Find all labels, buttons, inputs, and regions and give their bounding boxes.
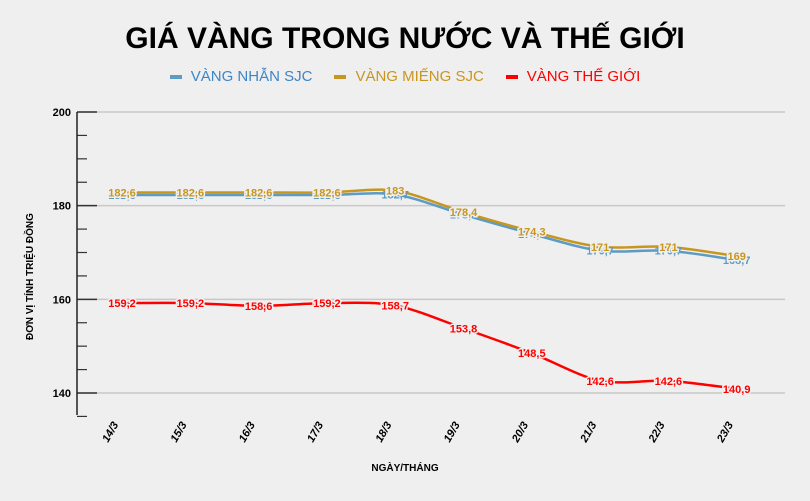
y-tick-label: 160 — [53, 294, 71, 306]
data-label: 148,5 — [518, 348, 546, 360]
x-axis-label: NGÀY/THÁNG — [371, 463, 439, 474]
data-label: 171 — [659, 242, 677, 254]
data-label: 159,2 — [177, 298, 205, 310]
data-label: 158,6 — [245, 301, 273, 313]
data-label: 140,9 — [723, 384, 751, 396]
legend-item-vang-mieng-sjc: VÀNG MIẾNG SJC — [334, 68, 484, 85]
data-label: 182,6 — [313, 190, 341, 202]
data-label: 171 — [591, 242, 609, 254]
data-label: 178,4 — [450, 210, 478, 222]
data-label: 178,4 — [450, 207, 478, 219]
data-label: 182,6 — [108, 190, 136, 202]
legend-label: VÀNG THẾ GIỚI — [526, 68, 641, 85]
x-tick-label: 16/3 — [237, 420, 258, 445]
data-label: 168,7 — [723, 255, 751, 267]
x-tick-label: 14/3 — [100, 420, 121, 445]
x-tick-label: 20/3 — [510, 420, 532, 445]
series-line — [121, 188, 737, 258]
data-label: 174,3 — [518, 226, 546, 238]
x-tick-label: 15/3 — [169, 420, 190, 445]
data-label: 182,6 — [313, 187, 341, 199]
legend-swatch-icon — [334, 74, 347, 79]
data-label: 158,7 — [381, 300, 409, 312]
x-tick-label: 18/3 — [373, 420, 394, 445]
data-label: 170,7 — [655, 246, 683, 258]
legend-item-vang-nhan-sjc: VÀNG NHẪN SJC — [169, 68, 313, 85]
data-label: 183 — [386, 186, 404, 198]
data-label: 182,7 — [381, 190, 409, 202]
data-label: 174,3 — [518, 229, 546, 241]
legend-item-vang-the-gioi: VÀNG THẾ GIỚI — [505, 68, 641, 85]
legend-swatch-icon — [169, 74, 182, 79]
legend-label: VÀNG MIẾNG SJC — [355, 68, 484, 85]
data-label: 159,2 — [313, 298, 341, 310]
y-tick-label: 200 — [53, 107, 71, 119]
series-line — [121, 192, 737, 262]
data-label: 182,6 — [177, 187, 205, 199]
legend-swatch-icon — [505, 74, 518, 79]
y-tick-label: 180 — [53, 201, 71, 213]
x-tick-label: 21/3 — [578, 420, 600, 445]
data-label: 170,7 — [586, 246, 614, 258]
x-tick-label: 23/3 — [714, 420, 736, 445]
data-label: 142,6 — [586, 376, 614, 388]
series-line — [121, 301, 737, 391]
data-label: 182,6 — [177, 190, 205, 202]
x-tick-label: 17/3 — [305, 420, 326, 445]
x-tick-label: 22/3 — [646, 420, 668, 445]
x-tick-label: 19/3 — [442, 420, 463, 445]
data-label: 182,6 — [108, 187, 136, 199]
data-label: 169 — [728, 251, 746, 263]
data-label: 182,6 — [245, 187, 273, 199]
data-label: 182,6 — [245, 190, 273, 202]
data-label: 159,2 — [108, 298, 136, 310]
data-label: 142,6 — [655, 376, 683, 388]
data-label: 153,8 — [450, 323, 478, 335]
y-tick-label: 140 — [53, 388, 71, 400]
legend: VÀNG NHẪN SJC VÀNG MIẾNG SJC VÀNG THẾ GI… — [0, 68, 810, 85]
legend-label: VÀNG NHẪN SJC — [190, 68, 313, 85]
chart-title: GIÁ VÀNG TRONG NƯỚC VÀ THẾ GIỚI — [125, 22, 685, 55]
